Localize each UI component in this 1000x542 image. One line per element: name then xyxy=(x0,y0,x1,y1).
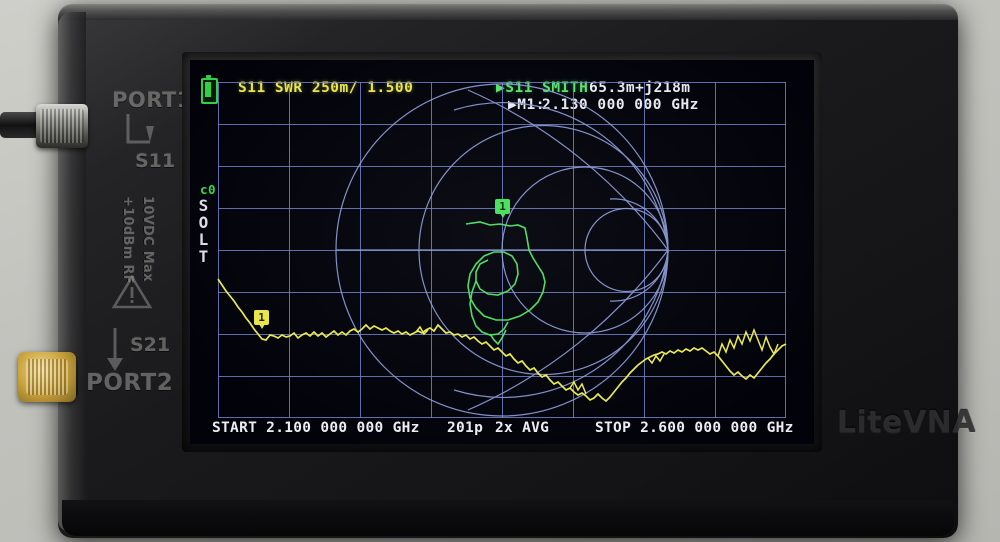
smith-chart-overlay xyxy=(217,83,787,417)
battery-icon xyxy=(201,75,218,104)
smith-x-p1 xyxy=(453,102,669,251)
smith-x-m3 xyxy=(609,249,669,302)
port1-channel-label: S11 xyxy=(135,150,176,172)
battery-cap xyxy=(206,75,211,78)
port2-label: PORT2 xyxy=(86,370,174,396)
device-top-edge xyxy=(58,4,958,20)
smith-x-m0p33 xyxy=(467,249,669,411)
smith-x-m1 xyxy=(453,249,669,398)
gridline-v-8 xyxy=(785,82,786,418)
smith-grid xyxy=(335,83,669,417)
smith-x-p3 xyxy=(609,198,669,251)
gridline-v-1 xyxy=(289,82,290,418)
max-rf-power-label: +10dBm RF xyxy=(120,196,135,284)
trace-swr-s11-detail xyxy=(415,325,779,395)
marker-readout-frequency: 2.130 000 000 GHz xyxy=(542,97,699,113)
calibration-method-label: SOLT xyxy=(194,196,213,264)
gridline-v-7 xyxy=(715,82,716,418)
plot-area[interactable]: 1 1 xyxy=(217,82,787,418)
port1-connector-icon xyxy=(126,114,154,144)
trace-smith-s11 xyxy=(465,221,546,346)
marker-1-swr[interactable]: 1 xyxy=(254,310,269,329)
trace-1-value: 65.3m+j218m xyxy=(589,80,691,96)
port1-sma-connector[interactable] xyxy=(36,104,88,148)
port1-knurl xyxy=(40,109,84,143)
calibration-slot-label[interactable]: c0 xyxy=(200,182,217,197)
smith-x-p0p33 xyxy=(467,89,669,251)
sweep-stop-frequency[interactable]: STOP 2.600 000 000 GHz xyxy=(595,420,794,436)
sweep-start-frequency[interactable]: START 2.100 000 000 GHz xyxy=(212,420,420,436)
battery-fill xyxy=(204,81,211,97)
port2-channel-label: S21 xyxy=(130,334,171,356)
lcd-screen[interactable]: S11 SWR 250m/ 1.500 ▶S11 SMITH 65.3m+j21… xyxy=(190,60,814,444)
marker-1-smith[interactable]: 1 xyxy=(495,199,510,218)
averaging-setting[interactable]: 2x AVG xyxy=(495,420,550,436)
brand-logo: LiteVNA xyxy=(836,405,976,440)
device-left-bevel xyxy=(58,12,86,532)
status-bar: START 2.100 000 000 GHz 201p 2x AVG STOP… xyxy=(190,418,814,444)
device-bottom-edge xyxy=(62,500,954,536)
gridline-v-0 xyxy=(218,82,219,418)
trace-0-label[interactable]: S11 SWR 250m/ 1.500 xyxy=(238,80,414,96)
port2-knurl xyxy=(26,359,68,395)
port2-sma-connector[interactable] xyxy=(18,352,76,402)
sweep-points-count[interactable]: 201p xyxy=(447,420,484,436)
max-dc-voltage-label: 10VDC Max xyxy=(140,196,155,282)
warning-triangle-icon xyxy=(112,274,152,309)
port2-arrow-icon xyxy=(107,328,123,371)
trace-swr-s11 xyxy=(217,278,787,403)
port1-label: PORT1 xyxy=(112,88,192,112)
